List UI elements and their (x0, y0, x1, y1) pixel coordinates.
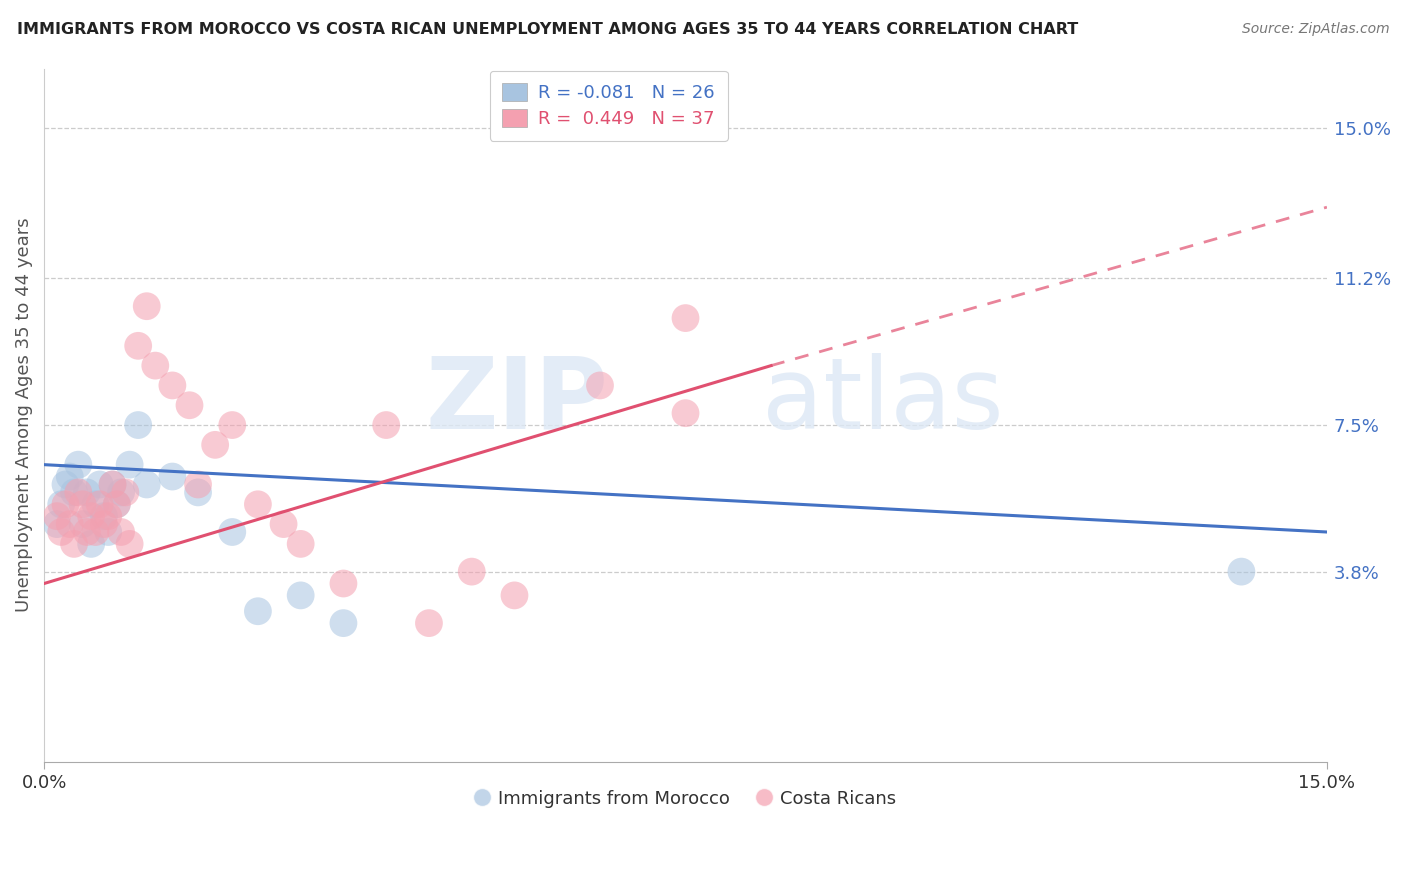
Text: ZIP: ZIP (426, 352, 609, 450)
Point (127, 339, 149, 353)
Point (246, 604, 269, 618)
Point (187, 485, 209, 500)
Point (375, 418, 398, 433)
Text: IMMIGRANTS FROM MOROCCO VS COSTA RICAN UNEMPLOYMENT AMONG AGES 35 TO 44 YEARS CO: IMMIGRANTS FROM MOROCCO VS COSTA RICAN U… (17, 22, 1078, 37)
Point (110, 524, 132, 539)
Point (72, 517, 94, 532)
Point (80, 509, 103, 524)
Point (59, 469, 82, 483)
Point (63, 485, 86, 500)
Point (143, 359, 166, 373)
Point (105, 497, 128, 511)
Point (332, 616, 354, 631)
Point (55, 497, 77, 511)
Point (72, 497, 94, 511)
Point (290, 588, 312, 602)
Text: atlas: atlas (762, 352, 1004, 450)
Point (118, 458, 141, 472)
Point (290, 537, 312, 551)
Point (45, 517, 67, 532)
Point (93, 517, 115, 532)
Point (221, 418, 243, 433)
Point (55, 477, 77, 491)
Point (89, 497, 111, 511)
Point (93, 509, 115, 524)
Point (67, 458, 90, 472)
Point (84, 524, 107, 539)
Point (114, 485, 136, 500)
Point (418, 616, 440, 631)
Legend: Immigrants from Morocco, Costa Ricans: Immigrants from Morocco, Costa Ricans (467, 782, 904, 815)
Point (63, 537, 86, 551)
Point (503, 588, 526, 602)
Point (51, 524, 73, 539)
Point (589, 378, 612, 392)
Point (127, 418, 149, 433)
Point (273, 517, 295, 532)
Point (97, 509, 120, 524)
Y-axis label: Unemployment Among Ages 35 to 44 years: Unemployment Among Ages 35 to 44 years (15, 218, 32, 613)
Point (162, 378, 184, 392)
Point (51, 497, 73, 511)
Point (221, 524, 243, 539)
Point (1230, 565, 1253, 579)
Point (246, 497, 269, 511)
Point (76, 524, 98, 539)
Point (84, 497, 107, 511)
Point (118, 537, 141, 551)
Text: Source: ZipAtlas.com: Source: ZipAtlas.com (1241, 22, 1389, 37)
Point (89, 477, 111, 491)
Point (105, 497, 128, 511)
Point (76, 485, 98, 500)
Point (135, 477, 157, 491)
Point (135, 299, 157, 313)
Point (187, 477, 209, 491)
Point (80, 537, 103, 551)
Point (101, 477, 124, 491)
Point (110, 485, 132, 500)
Point (67, 485, 90, 500)
Point (675, 311, 697, 326)
Point (97, 524, 120, 539)
Point (332, 576, 354, 591)
Point (101, 477, 124, 491)
Point (162, 469, 184, 483)
Point (59, 517, 82, 532)
Point (204, 438, 226, 452)
Point (179, 398, 201, 412)
Point (675, 406, 697, 420)
Point (461, 565, 484, 579)
Point (45, 509, 67, 524)
